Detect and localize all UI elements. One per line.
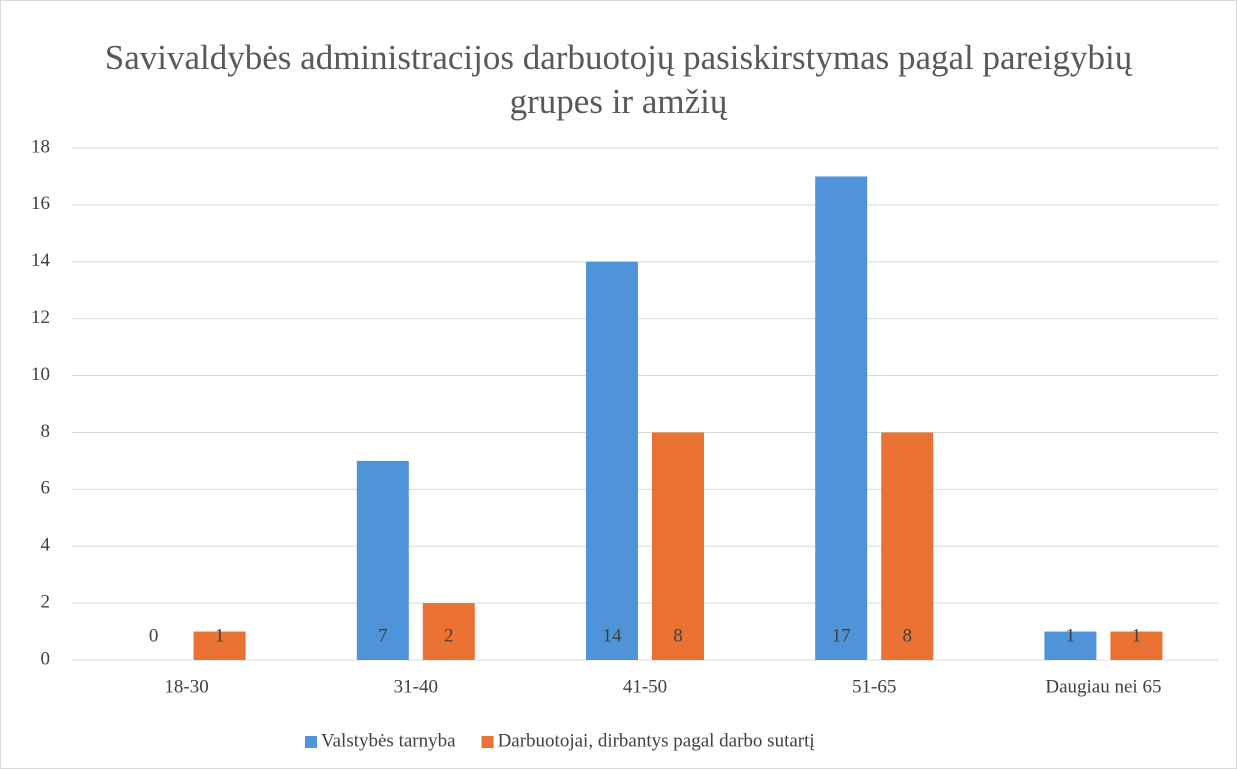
bar xyxy=(422,603,475,660)
data-label: 8 xyxy=(902,625,912,646)
bar xyxy=(356,460,409,660)
data-label: 14 xyxy=(603,625,623,646)
x-tick-label: 51-65 xyxy=(852,676,896,697)
x-tick-label: 41-50 xyxy=(623,676,667,697)
y-tick-label: 10 xyxy=(31,364,50,385)
data-label: 17 xyxy=(832,625,851,646)
y-tick-label: 8 xyxy=(41,421,51,442)
chart-title: Savivaldybės administracijos darbuotojų … xyxy=(104,38,1133,121)
bar xyxy=(1110,631,1163,660)
bar xyxy=(1044,631,1097,660)
y-tick-label: 2 xyxy=(41,591,51,612)
y-tick-label: 18 xyxy=(31,136,50,157)
y-tick-label: 0 xyxy=(41,648,51,669)
x-tick-label: Daugiau nei 65 xyxy=(1045,676,1161,697)
bar xyxy=(652,432,704,660)
y-tick-label: 6 xyxy=(41,478,51,499)
data-label: 1 xyxy=(1132,625,1142,646)
data-label: 1 xyxy=(215,625,225,646)
bar xyxy=(881,432,934,660)
y-tick-label: 12 xyxy=(31,307,50,328)
data-label: 1 xyxy=(1066,625,1076,646)
legend-swatch xyxy=(305,736,317,748)
bar xyxy=(815,176,868,660)
x-tick-label: 31-40 xyxy=(394,676,438,697)
legend-label: Valstybės tarnyba xyxy=(321,730,456,751)
data-label: 8 xyxy=(673,625,683,646)
data-label: 0 xyxy=(149,625,159,646)
legend-swatch xyxy=(481,736,494,748)
bar xyxy=(193,631,246,660)
x-tick-label: 18-30 xyxy=(164,676,208,697)
data-label: 2 xyxy=(444,625,454,646)
y-tick-label: 14 xyxy=(31,250,51,271)
y-tick-label: 16 xyxy=(31,193,50,214)
y-tick-label: 4 xyxy=(41,535,51,556)
data-label: 7 xyxy=(378,625,388,646)
bar xyxy=(586,261,638,660)
legend-label: Darbuotojai, dirbantys pagal darbo sutar… xyxy=(498,730,815,751)
